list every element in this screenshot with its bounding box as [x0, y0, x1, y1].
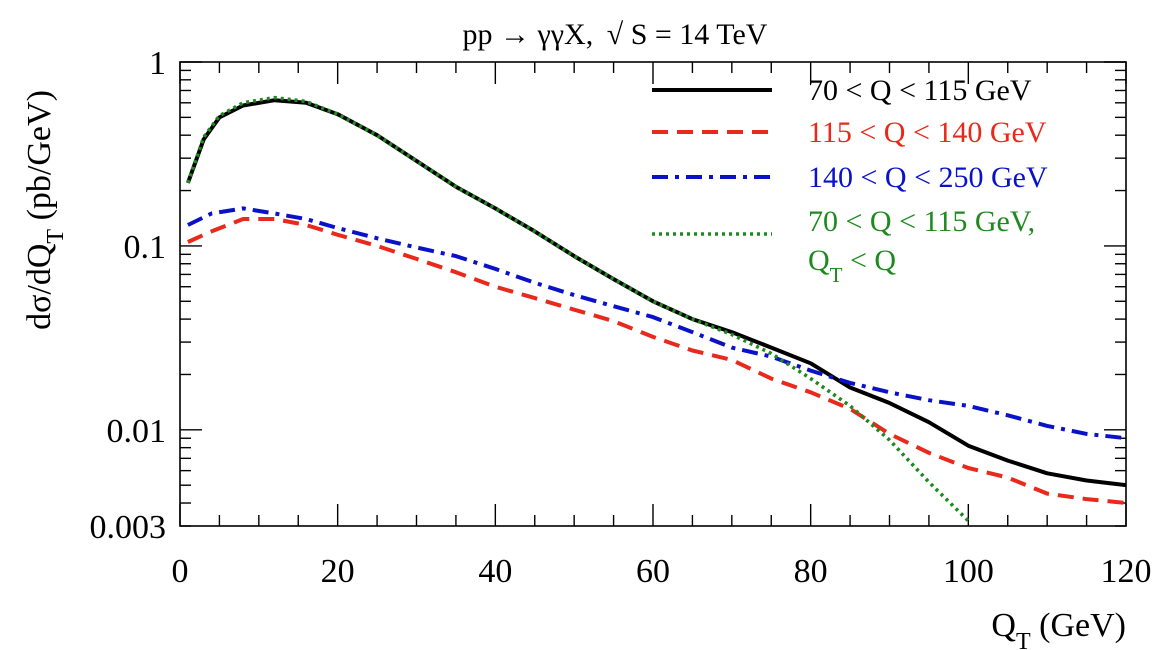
legend-s4-sub: T	[830, 263, 843, 287]
y-axis-label: dσ/dQT (pb/GeV)	[21, 90, 69, 330]
y-tick-label: 0.01	[107, 413, 167, 450]
x-tick-label: 40	[478, 553, 512, 590]
legend-label-series-2: 115 < Q < 140 GeV	[808, 116, 1047, 149]
legend-s4-main: Q	[808, 244, 830, 277]
series-line-1	[186, 98, 1126, 488]
x-tick-label: 0	[172, 553, 189, 590]
series-lines	[186, 95, 1126, 523]
legend: 70 < Q < 115 GeV 115 < Q < 140 GeV 140 <…	[652, 74, 1048, 287]
chart-title: pp → γγX, √ S = 14 TeV	[463, 18, 768, 51]
x-tick-label: 60	[636, 553, 670, 590]
legend-s4-rest: < Q	[843, 244, 897, 277]
y-tick-label: 0.003	[90, 509, 167, 546]
series-line-3	[187, 206, 1126, 441]
x-label-sub: T	[1016, 629, 1031, 650]
x-tick-label: 120	[1101, 553, 1152, 590]
x-tick-labels: 0 20 40 60 80 100 120	[172, 553, 1152, 590]
axis-ticks	[179, 61, 1127, 527]
title-process: pp → γγX,	[463, 18, 594, 51]
y-label-rest: (pb/GeV)	[21, 90, 58, 229]
y-label-head: dσ/dQ	[21, 244, 58, 330]
legend-label-series-4: 70 < Q < 115 GeV,	[808, 205, 1035, 238]
x-tick-label: 80	[794, 553, 828, 590]
x-label-rest: (GeV)	[1031, 607, 1126, 644]
x-label-main: Q	[991, 607, 1016, 644]
series-line-4	[186, 95, 970, 523]
y-tick-label: 0.1	[124, 229, 167, 266]
x-tick-label: 100	[943, 553, 994, 590]
legend-label-series-1: 70 < Q < 115 GeV	[808, 74, 1032, 107]
title-energy: S = 14 TeV	[631, 18, 768, 51]
series-line-2	[187, 217, 1126, 505]
y-tick-label: 1	[149, 45, 166, 82]
title-sqrt: √	[607, 18, 624, 51]
y-tick-labels: 1 0.1 0.01 0.003	[90, 45, 167, 546]
legend-label-series-4-line2: QT < Q	[808, 244, 896, 287]
x-axis-label: QT (GeV)	[991, 607, 1126, 650]
legend-label-series-3: 140 < Q < 250 GeV	[808, 161, 1048, 194]
x-tick-label: 20	[321, 553, 355, 590]
y-label-sub: T	[43, 229, 69, 244]
